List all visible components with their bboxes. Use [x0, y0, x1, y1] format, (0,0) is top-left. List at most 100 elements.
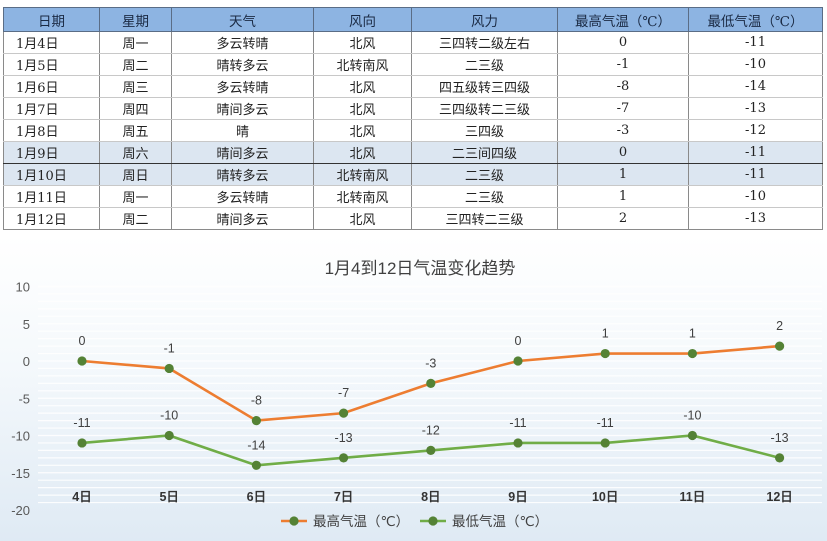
cell-wind-force: 四五级转三四级 — [411, 75, 558, 98]
cell-low-temp: -10 — [688, 53, 823, 76]
cell-low-temp: -11 — [688, 163, 823, 186]
cell-wind-direction: 北风 — [313, 119, 412, 142]
legend-label: 最高气温（℃） — [313, 513, 409, 529]
data-label: -10 — [683, 409, 701, 423]
data-label: 1 — [602, 327, 609, 341]
y-tick-label: -20 — [11, 503, 30, 518]
cell-wind-direction: 北风 — [313, 75, 412, 98]
cell-weather: 晴间多云 — [171, 207, 314, 230]
cell-wind-force: 三四级转二三级 — [411, 97, 558, 120]
data-point — [251, 460, 261, 470]
cell-date: 1月5日 — [3, 53, 100, 76]
data-point — [426, 445, 436, 455]
x-tick-label: 6日 — [247, 490, 266, 504]
cell-weekday: 周二 — [99, 53, 172, 76]
cell-wind-direction: 北转南风 — [313, 163, 412, 186]
x-tick-label: 8日 — [421, 490, 440, 504]
data-point — [687, 430, 698, 441]
cell-date: 1月7日 — [3, 97, 100, 120]
data-point — [687, 348, 698, 359]
legend-label: 最低气温（℃） — [452, 514, 548, 529]
data-point — [164, 363, 174, 374]
x-tick-label: 4日 — [72, 490, 91, 504]
data-label: -1 — [164, 341, 175, 355]
cell-high-temp: 1 — [557, 163, 689, 186]
data-point — [513, 438, 523, 448]
cell-high-temp: 0 — [557, 31, 689, 54]
data-label: -11 — [597, 416, 614, 430]
y-tick-label: 5 — [23, 317, 30, 332]
data-label: -11 — [73, 416, 90, 430]
cell-high-temp: 0 — [557, 141, 689, 164]
y-tick-label: 10 — [16, 280, 30, 295]
data-label: -12 — [422, 423, 440, 437]
data-label: 0 — [515, 334, 522, 348]
cell-wind-direction: 北风 — [313, 97, 412, 120]
data-label: 0 — [79, 334, 86, 348]
cell-weather: 晴转多云 — [171, 163, 314, 186]
data-point — [513, 356, 523, 366]
cell-low-temp: -10 — [688, 185, 823, 208]
cell-weekday: 周三 — [99, 75, 172, 98]
y-tick-label: -15 — [11, 466, 30, 481]
cell-high-temp: -3 — [557, 119, 689, 142]
data-label: 1 — [689, 327, 696, 341]
table-row: 1月4日 周一 多云转晴 北风 三四转二级左右 0 -11 — [3, 31, 823, 54]
data-label: -14 — [247, 438, 265, 452]
cell-high-temp: 2 — [557, 207, 689, 230]
data-label: 2 — [776, 319, 783, 333]
table-row: 1月7日 周四 晴间多云 北风 三四级转二三级 -7 -13 — [3, 97, 823, 120]
cell-weekday: 周一 — [99, 31, 172, 54]
cell-low-temp: -13 — [688, 97, 823, 120]
y-tick-label: -10 — [11, 429, 30, 444]
cell-high-temp: 1 — [557, 185, 689, 208]
x-tick-label: 9日 — [508, 490, 527, 504]
cell-low-temp: -12 — [688, 119, 823, 142]
temperature-chart: 1月4到12日气温变化趋势 10 5 0 -5 -10 -15 -20 4日 5日 6日 7日 8日 9日… — [0, 236, 827, 541]
data-point — [600, 438, 610, 448]
cell-date: 1月9日 — [3, 141, 100, 164]
cell-weather: 多云转晴 — [171, 75, 314, 98]
cell-weather: 晴转多云 — [171, 53, 314, 76]
cell-weather: 晴 — [171, 119, 314, 142]
cell-wind-force: 二三级 — [411, 53, 558, 76]
data-point — [339, 453, 349, 463]
cell-weekday: 周五 — [99, 119, 172, 142]
cell-high-temp: -7 — [557, 97, 689, 120]
x-tick-label: 7日 — [334, 490, 353, 504]
table-row: 1月6日 周三 多云转晴 北风 四五级转三四级 -8 -14 — [3, 75, 823, 98]
table-row: 1月8日 周五晴北风 三四级 -3 -12 — [3, 119, 823, 142]
table-header-row: 日期 星期 天气 风向 风力 最高气温（℃） 最低气温（℃） — [3, 7, 823, 32]
data-label: -8 — [251, 394, 262, 408]
cell-wind-force: 三四转二三级 — [411, 207, 558, 230]
cell-date: 1月11日 — [3, 185, 100, 208]
data-point — [339, 408, 349, 418]
data-label: -13 — [771, 431, 789, 445]
x-tick-label: 10日 — [592, 490, 618, 504]
header-weather: 天气 — [171, 7, 314, 32]
chart-title: 1月4到12日气温变化趋势 — [325, 259, 516, 278]
cell-wind-direction: 北转南风 — [313, 53, 412, 76]
header-date: 日期 — [3, 7, 100, 32]
data-point — [426, 378, 436, 388]
y-tick-label: -5 — [18, 391, 30, 406]
data-point — [77, 356, 87, 366]
cell-weekday: 周一 — [99, 185, 172, 208]
header-high-temp: 最高气温（℃） — [557, 7, 689, 32]
x-tick-label: 5日 — [159, 490, 178, 504]
table-row: 1月12日 周二 晴间多云 北风 三四转二三级 2 -13 — [3, 207, 823, 230]
data-point — [251, 416, 261, 426]
data-point — [775, 453, 785, 463]
cell-wind-force: 三四级 — [411, 119, 558, 142]
cell-weather: 多云转晴 — [171, 185, 314, 208]
legend-marker — [428, 516, 438, 526]
cell-weekday: 周二 — [99, 207, 172, 230]
cell-wind-force: 二三间四级 — [411, 141, 558, 164]
legend-marker — [289, 516, 299, 526]
cell-wind-direction: 北风 — [313, 31, 412, 54]
data-label: -3 — [425, 356, 436, 370]
header-wind-force: 风力 — [411, 7, 558, 32]
table-row: 1月5日 周二 晴转多云 北转南风 二三级 -1 -10 — [3, 53, 823, 76]
cell-low-temp: -11 — [688, 141, 823, 164]
cell-wind-force: 二三级 — [411, 185, 558, 208]
